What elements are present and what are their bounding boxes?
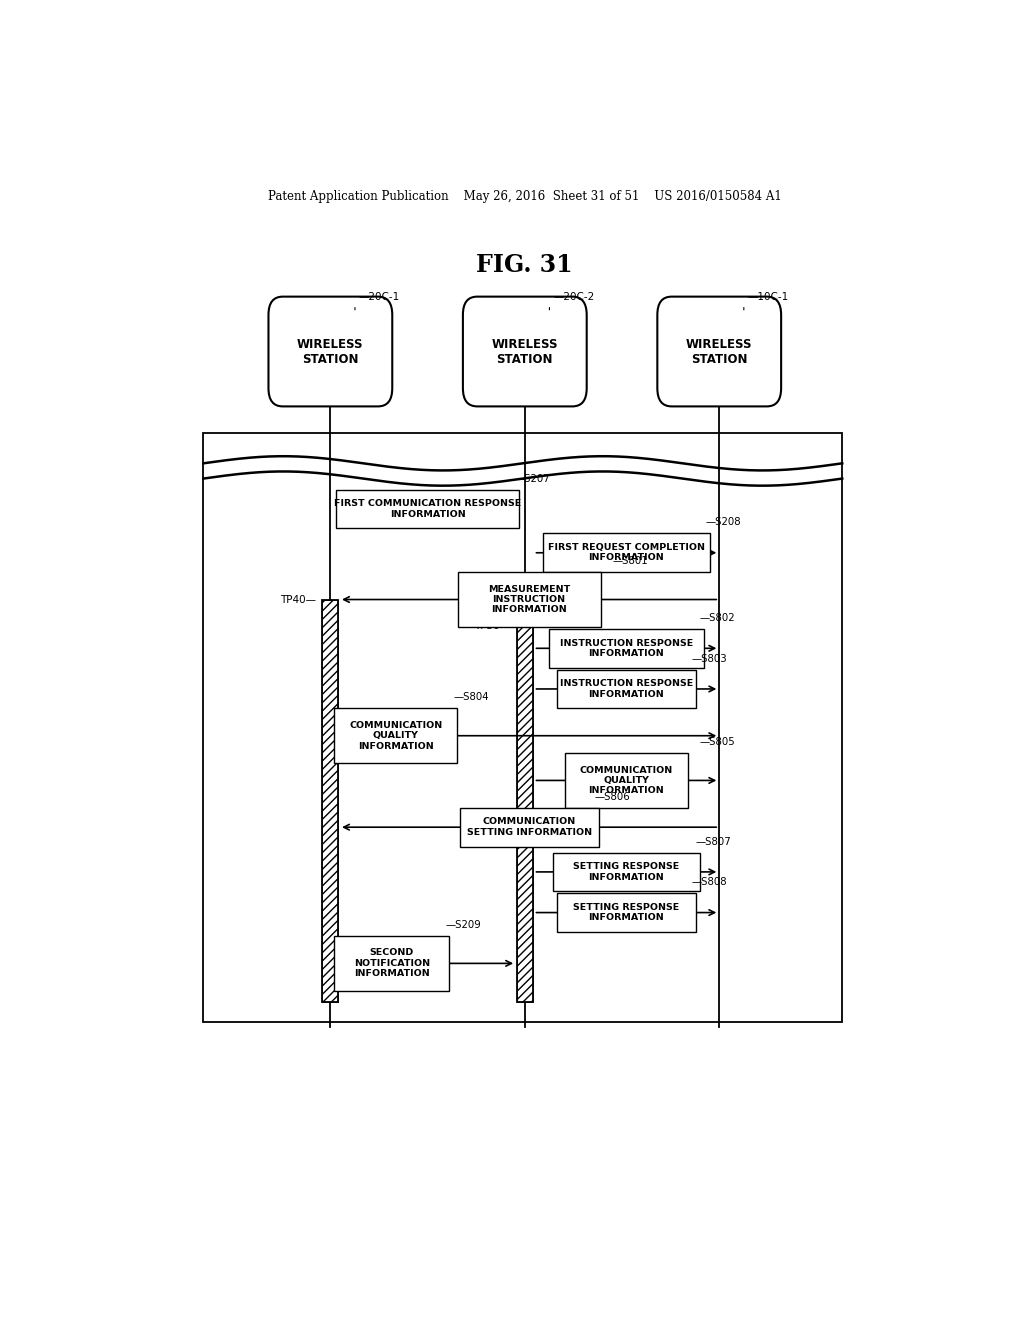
Text: —S806: —S806 <box>595 792 631 801</box>
Text: SECOND
NOTIFICATION
INFORMATION: SECOND NOTIFICATION INFORMATION <box>354 949 430 978</box>
Bar <box>543 533 710 572</box>
Text: WIRELESS
STATION: WIRELESS STATION <box>297 338 364 366</box>
Bar <box>517 626 532 1002</box>
Text: Patent Application Publication    May 26, 2016  Sheet 31 of 51    US 2016/015058: Patent Application Publication May 26, 2… <box>268 190 781 202</box>
Bar <box>204 433 842 1022</box>
Text: —S207: —S207 <box>515 474 551 483</box>
Text: MEASUREMENT
INSTRUCTION
INFORMATION: MEASUREMENT INSTRUCTION INFORMATION <box>488 585 570 614</box>
Text: WIRELESS
STATION: WIRELESS STATION <box>686 338 753 366</box>
FancyBboxPatch shape <box>463 297 587 407</box>
Text: —S805: —S805 <box>699 737 735 747</box>
Text: —S209: —S209 <box>445 920 481 929</box>
Text: WIRELESS
STATION: WIRELESS STATION <box>492 338 558 366</box>
Bar <box>458 572 601 627</box>
Text: FIRST COMMUNICATION RESPONSE
INFORMATION: FIRST COMMUNICATION RESPONSE INFORMATION <box>334 499 521 519</box>
Text: TP40—: TP40— <box>281 594 316 605</box>
Text: COMMUNICATION
SETTING INFORMATION: COMMUNICATION SETTING INFORMATION <box>467 817 592 837</box>
Bar <box>323 599 338 1002</box>
Text: —10C-1: —10C-1 <box>748 292 790 302</box>
Bar <box>334 709 458 763</box>
Bar <box>557 669 696 709</box>
Text: —S208: —S208 <box>706 517 741 528</box>
Text: FIRST REQUEST COMPLETION
INFORMATION: FIRST REQUEST COMPLETION INFORMATION <box>548 543 705 562</box>
Text: —20C-2: —20C-2 <box>553 292 595 302</box>
Text: —S801: —S801 <box>612 556 648 566</box>
Text: —S807: —S807 <box>696 837 731 846</box>
Text: —S802: —S802 <box>699 612 735 623</box>
Bar <box>565 752 688 808</box>
Text: COMMUNICATION
QUALITY
INFORMATION: COMMUNICATION QUALITY INFORMATION <box>349 721 442 751</box>
Text: SETTING RESPONSE
INFORMATION: SETTING RESPONSE INFORMATION <box>573 862 680 882</box>
Bar <box>557 894 696 932</box>
Text: INSTRUCTION RESPONSE
INFORMATION: INSTRUCTION RESPONSE INFORMATION <box>560 639 693 657</box>
Text: —S804: —S804 <box>454 692 489 702</box>
Text: SETTING RESPONSE
INFORMATION: SETTING RESPONSE INFORMATION <box>573 903 680 923</box>
Bar <box>553 853 699 891</box>
Bar <box>334 936 450 991</box>
Text: —S803: —S803 <box>692 653 727 664</box>
Text: —20C-1: —20C-1 <box>359 292 400 302</box>
Bar <box>517 626 532 1002</box>
FancyBboxPatch shape <box>268 297 392 407</box>
Text: FIG. 31: FIG. 31 <box>476 253 573 277</box>
Bar <box>336 490 519 528</box>
Bar <box>323 599 338 1002</box>
Text: TP50—: TP50— <box>474 620 511 631</box>
Text: COMMUNICATION
QUALITY
INFORMATION: COMMUNICATION QUALITY INFORMATION <box>580 766 673 796</box>
Text: —S808: —S808 <box>692 878 727 887</box>
Bar <box>460 808 599 846</box>
FancyBboxPatch shape <box>657 297 781 407</box>
Text: INSTRUCTION RESPONSE
INFORMATION: INSTRUCTION RESPONSE INFORMATION <box>560 680 693 698</box>
Bar <box>549 630 703 668</box>
